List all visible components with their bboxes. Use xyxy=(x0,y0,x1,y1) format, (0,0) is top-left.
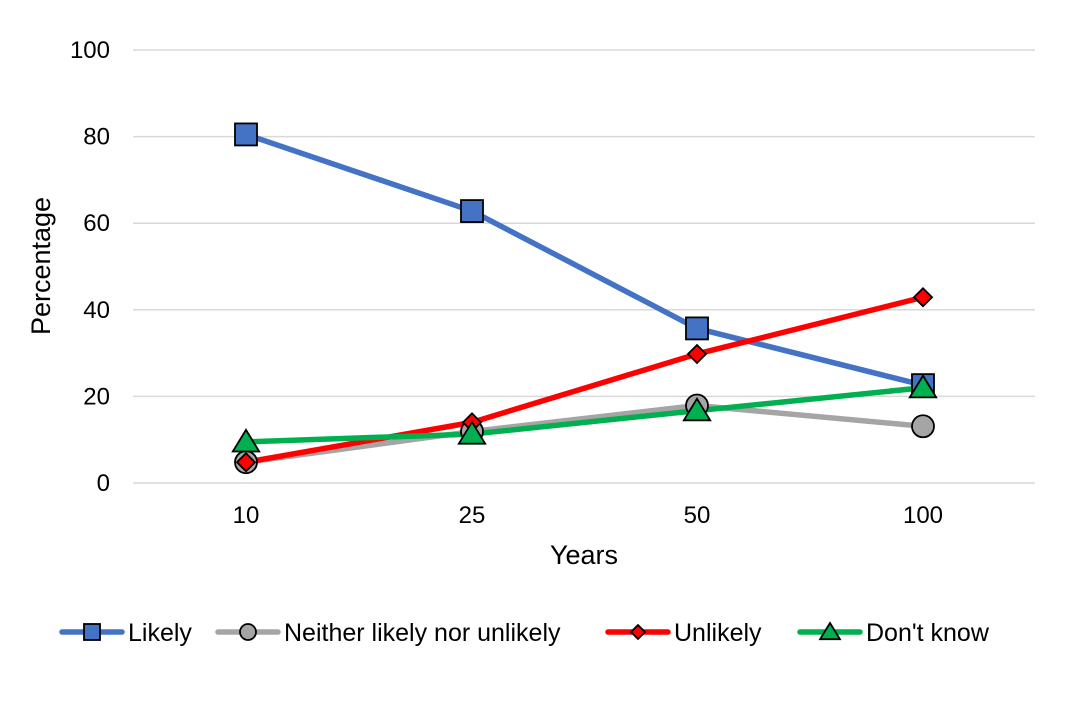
y-axis-tick-labels: 0 20 40 60 80 100 xyxy=(70,37,110,497)
data-point-unlikely xyxy=(235,451,257,473)
x-axis-title: Years xyxy=(550,540,618,570)
y-tick-label: 20 xyxy=(83,383,110,410)
y-tick-label: 40 xyxy=(83,297,110,324)
x-tick-label: 100 xyxy=(903,502,943,529)
x-axis-tick-labels: 10 25 50 100 xyxy=(233,502,943,529)
series-line-unlikely xyxy=(243,294,926,465)
data-point-don-t-know xyxy=(682,396,712,422)
legend-marker xyxy=(239,623,257,641)
x-tick-label: 10 xyxy=(233,502,260,529)
legend-item-neither-likely-nor-unlikely: Neither likely nor unlikely xyxy=(215,619,561,647)
series-markers xyxy=(231,122,938,475)
legend-item-likely: Likely xyxy=(59,619,192,647)
series-line-likely xyxy=(243,131,926,388)
series-line-don-t-know xyxy=(243,384,926,445)
legend-marker xyxy=(818,621,842,641)
data-point-unlikely xyxy=(686,343,708,365)
legend-label: Unlikely xyxy=(674,619,762,647)
legend-item-unlikely: Unlikely xyxy=(605,619,762,647)
legend-marker xyxy=(83,623,101,641)
legend-item-don-t-know: Don't know xyxy=(797,619,990,647)
y-tick-label: 100 xyxy=(70,37,110,64)
legend: Likely Neither likely nor unlikely Unlikel… xyxy=(59,619,990,647)
series-lines xyxy=(243,131,926,465)
data-point-likely xyxy=(460,199,484,223)
legend-label: Likely xyxy=(128,619,192,647)
data-point-unlikely xyxy=(912,286,934,308)
x-tick-label: 25 xyxy=(459,502,486,529)
data-point-don-t-know xyxy=(231,428,261,453)
y-axis-title: Percentage xyxy=(26,197,56,335)
data-point-likely xyxy=(234,122,258,147)
data-point-don-t-know xyxy=(457,420,487,445)
series-line-neither-likely-nor-unlikely xyxy=(243,402,926,465)
y-tick-label: 80 xyxy=(83,124,110,151)
data-point-likely xyxy=(685,316,709,341)
data-point-neither-likely-nor-unlikely xyxy=(911,414,935,439)
gridlines xyxy=(133,49,1035,484)
legend-label: Don't know xyxy=(866,619,990,647)
y-tick-label: 60 xyxy=(83,210,110,237)
legend-marker xyxy=(629,623,647,641)
y-tick-label: 0 xyxy=(97,470,110,497)
legend-label: Neither likely nor unlikely xyxy=(284,619,561,647)
data-point-don-t-know xyxy=(908,374,938,399)
x-tick-label: 50 xyxy=(684,502,711,529)
